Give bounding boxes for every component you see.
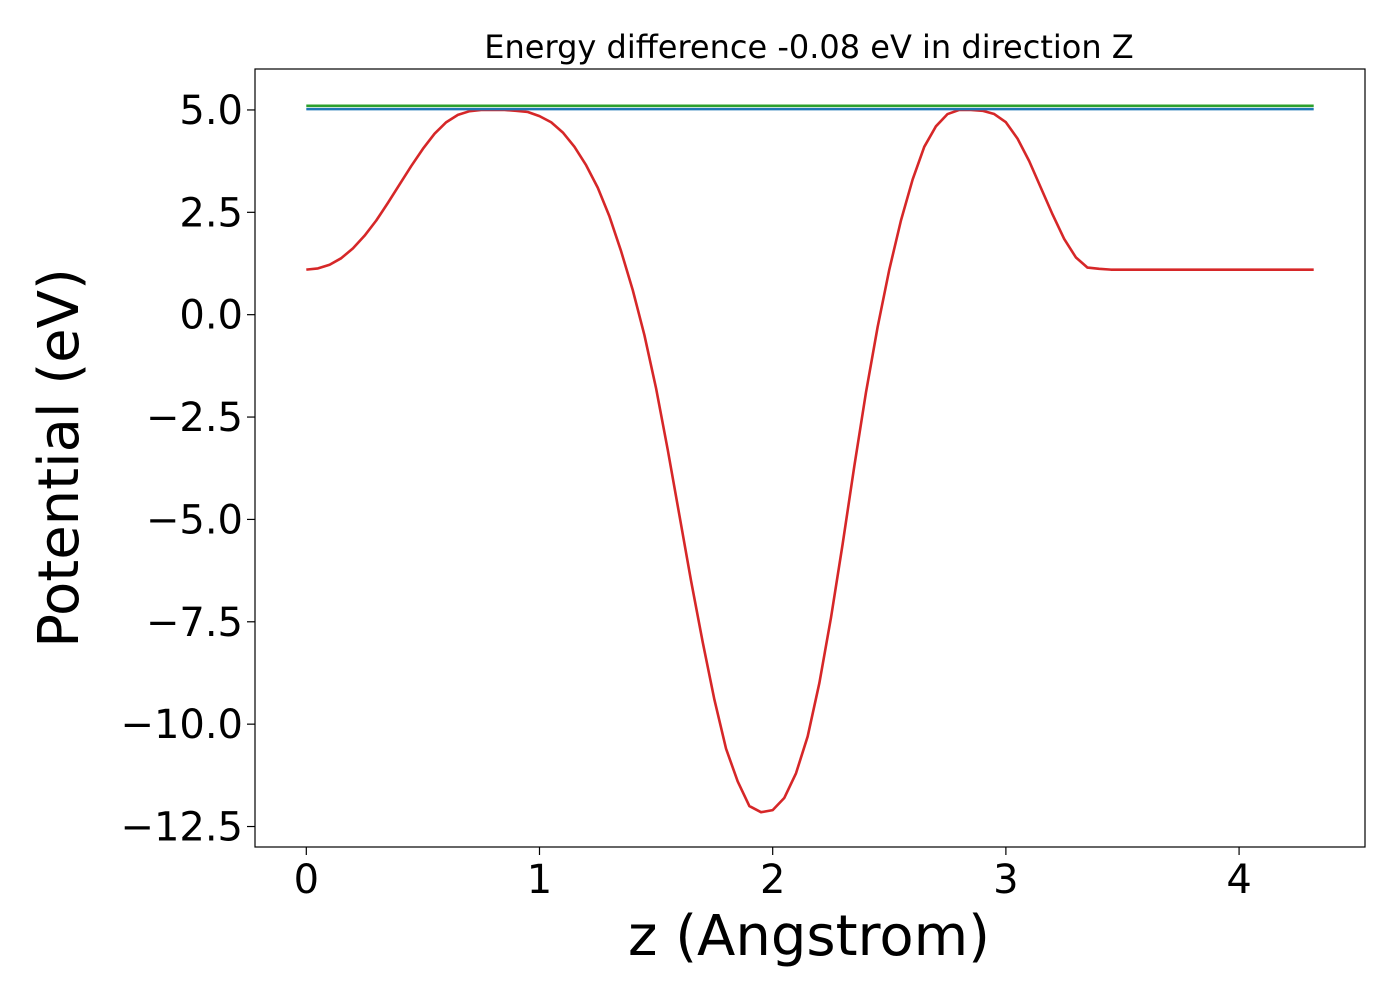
y-tick-label: 5.0	[179, 88, 243, 134]
x-tick-label: 1	[527, 857, 552, 903]
x-tick-label: 4	[1226, 857, 1251, 903]
y-axis-label: Potential (eV)	[27, 268, 92, 648]
x-axis: 0 1 2 3 4	[294, 847, 1252, 903]
y-tick-label: −7.5	[146, 600, 243, 646]
y-tick-label: −5.0	[146, 497, 243, 543]
plot-frame	[254, 68, 1366, 848]
x-tick-label: 3	[993, 857, 1018, 903]
series-layer	[306, 104, 1314, 814]
chart-title: Energy difference -0.08 eV in direction …	[484, 28, 1133, 66]
y-tick-label: −12.5	[120, 805, 243, 851]
y-tick-label: −10.0	[120, 702, 243, 748]
x-axis-label: z (Angstrom)	[628, 904, 990, 969]
series-line-1	[306, 108, 1314, 814]
x-tick-label: 2	[760, 857, 785, 903]
y-tick-label: 0.0	[179, 293, 243, 339]
y-axis: 5.0 2.5 0.0 −2.5 −5.0 −7.5 −10.0 −12.5	[120, 88, 255, 851]
y-tick-label: 2.5	[179, 190, 243, 236]
x-tick-label: 0	[294, 857, 319, 903]
y-tick-label: −2.5	[146, 395, 243, 441]
